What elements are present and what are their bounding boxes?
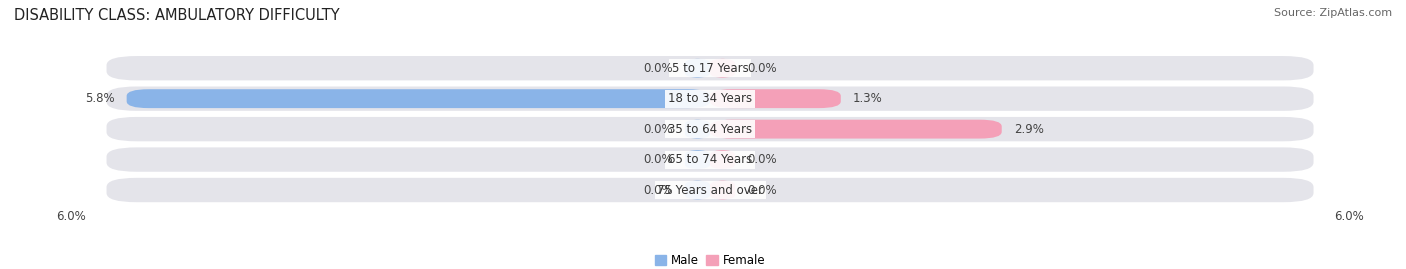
FancyBboxPatch shape xyxy=(710,120,1001,139)
Text: 0.0%: 0.0% xyxy=(747,183,778,197)
FancyBboxPatch shape xyxy=(107,56,1313,80)
FancyBboxPatch shape xyxy=(685,120,710,139)
FancyBboxPatch shape xyxy=(685,180,710,200)
Text: 35 to 64 Years: 35 to 64 Years xyxy=(668,123,752,136)
FancyBboxPatch shape xyxy=(710,59,735,78)
Text: 0.0%: 0.0% xyxy=(643,62,673,75)
FancyBboxPatch shape xyxy=(127,89,710,108)
Text: 0.0%: 0.0% xyxy=(643,153,673,166)
Text: 0.0%: 0.0% xyxy=(643,183,673,197)
Text: 1.3%: 1.3% xyxy=(853,92,883,105)
Text: DISABILITY CLASS: AMBULATORY DIFFICULTY: DISABILITY CLASS: AMBULATORY DIFFICULTY xyxy=(14,8,340,23)
Text: 6.0%: 6.0% xyxy=(1334,210,1364,223)
Text: 5 to 17 Years: 5 to 17 Years xyxy=(672,62,748,75)
Text: 65 to 74 Years: 65 to 74 Years xyxy=(668,153,752,166)
Text: 18 to 34 Years: 18 to 34 Years xyxy=(668,92,752,105)
Text: 5.8%: 5.8% xyxy=(84,92,114,105)
FancyBboxPatch shape xyxy=(107,178,1313,202)
FancyBboxPatch shape xyxy=(107,117,1313,141)
FancyBboxPatch shape xyxy=(685,150,710,169)
Text: 0.0%: 0.0% xyxy=(747,153,778,166)
Text: 0.0%: 0.0% xyxy=(643,123,673,136)
FancyBboxPatch shape xyxy=(685,59,710,78)
FancyBboxPatch shape xyxy=(107,147,1313,172)
FancyBboxPatch shape xyxy=(107,87,1313,111)
Text: 75 Years and over: 75 Years and over xyxy=(657,183,763,197)
FancyBboxPatch shape xyxy=(710,150,735,169)
FancyBboxPatch shape xyxy=(710,180,735,200)
Text: Source: ZipAtlas.com: Source: ZipAtlas.com xyxy=(1274,8,1392,18)
Legend: Male, Female: Male, Female xyxy=(650,249,770,269)
FancyBboxPatch shape xyxy=(710,89,841,108)
Text: 6.0%: 6.0% xyxy=(56,210,86,223)
Text: 0.0%: 0.0% xyxy=(747,62,778,75)
Text: 2.9%: 2.9% xyxy=(1014,123,1043,136)
